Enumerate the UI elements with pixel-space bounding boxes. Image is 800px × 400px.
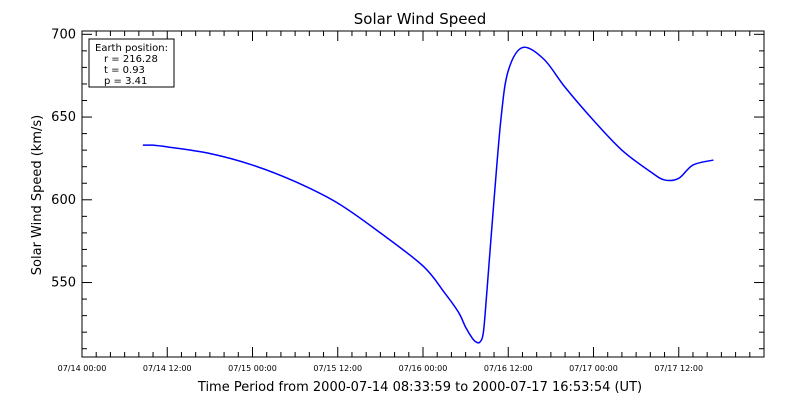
y-tick-label: 650	[51, 110, 76, 125]
x-axis: 07/14 00:00 07/14 12:00 07/15 00:00 07/15 1…	[58, 31, 765, 373]
x-tick-label: 07/14 12:00	[143, 364, 192, 373]
earth-position-header: Earth position:	[95, 43, 168, 54]
x-axis-label: Time Period from 2000-07-14 08:33:59 to …	[197, 380, 642, 395]
chart-title: Solar Wind Speed	[354, 10, 486, 28]
x-tick-label: 07/16 12:00	[484, 364, 533, 373]
earth-position-r: r = 216.28	[104, 54, 158, 65]
x-tick-label: 07/15 12:00	[313, 364, 362, 373]
x-tick-label: 07/17 12:00	[654, 364, 703, 373]
x-tick-label: 07/17 00:00	[569, 364, 618, 373]
y-tick-label: 550	[51, 276, 76, 291]
x-tick-label: 07/15 00:00	[228, 364, 277, 373]
earth-position-p: p = 3.41	[104, 76, 147, 87]
earth-position-box	[88, 38, 175, 88]
y-axis: 550 600 650 700	[51, 27, 764, 350]
series-line-solar-wind-speed	[142, 46, 714, 344]
y-axis-label: Solar Wind Speed (km/s)	[30, 115, 45, 275]
x-tick-label: 07/14 00:00	[58, 364, 107, 373]
plot-frame	[81, 30, 765, 358]
x-tick-label: 07/16 00:00	[399, 364, 448, 373]
earth-position-t: t = 0.93	[104, 65, 145, 76]
y-tick-label: 600	[51, 193, 76, 208]
y-tick-label: 700	[51, 27, 76, 42]
